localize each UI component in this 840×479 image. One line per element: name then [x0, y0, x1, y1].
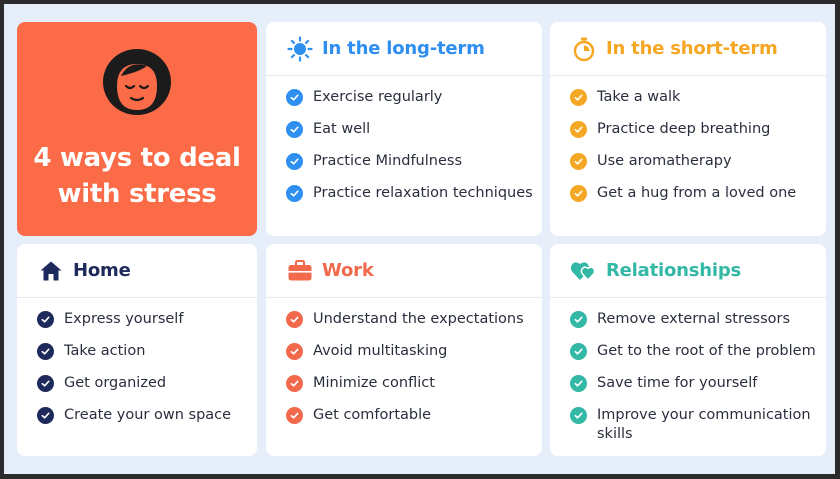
calm-face-icon — [103, 49, 171, 115]
check-icon — [570, 343, 587, 360]
list-item: Practice relaxation techniques — [286, 184, 542, 203]
item-label: Create your own space — [64, 407, 232, 423]
list-item: Use aromatherapy — [570, 152, 826, 171]
item-label: Minimize conflict — [313, 375, 435, 391]
item-label: Get organized — [64, 375, 167, 391]
item-label: Express yourself — [64, 311, 184, 327]
check-icon — [570, 89, 587, 106]
list-item: Practice Mindfulness — [286, 152, 542, 171]
card-title: Work — [322, 260, 374, 281]
list-item: Exercise regularly — [286, 88, 542, 107]
item-label: Get comfortable — [313, 407, 432, 423]
item-label: Practice relaxation techniques — [313, 185, 533, 201]
item-label: Practice deep breathing — [597, 121, 771, 137]
item-label: Understand the expectations — [313, 311, 524, 327]
list-item: Remove external stressors — [570, 310, 826, 329]
check-icon — [286, 121, 303, 138]
item-label: Improve your communication skills — [597, 407, 811, 442]
list-item: Get organized — [37, 374, 257, 393]
hero-card: 4 ways to deal with stress — [17, 22, 257, 236]
list-item: Get to the root of the problem — [570, 342, 826, 361]
list-item: Save time for yourself — [570, 374, 826, 393]
item-label: Eat well — [313, 121, 371, 137]
item-label: Avoid multitasking — [313, 343, 448, 359]
check-icon — [37, 407, 54, 424]
list-item: Take a walk — [570, 88, 826, 107]
item-list: Take a walk Practice deep breathing Use … — [550, 76, 826, 203]
home-card: Home Express yourself Take action Get or… — [17, 244, 257, 456]
long-term-card: In the long-term Exercise regularly Eat … — [266, 22, 542, 236]
card-header: Work — [266, 244, 542, 298]
item-label: Remove external stressors — [597, 311, 791, 327]
check-icon — [286, 185, 303, 202]
list-item: Get a hug from a loved one — [570, 184, 826, 203]
item-label: Take a walk — [597, 89, 681, 105]
sun-icon — [286, 35, 314, 63]
list-item: Minimize conflict — [286, 374, 542, 393]
check-icon — [570, 121, 587, 138]
item-list: Remove external stressors Get to the roo… — [550, 298, 826, 444]
check-icon — [286, 311, 303, 328]
check-icon — [570, 407, 587, 424]
item-label: Save time for yourself — [597, 375, 758, 391]
item-list: Express yourself Take action Get organiz… — [17, 298, 257, 425]
list-item: Improve your communication skills — [570, 406, 826, 444]
list-item: Express yourself — [37, 310, 257, 329]
hero-title-line1: 4 ways to deal — [33, 143, 241, 173]
hearts-icon — [570, 257, 598, 285]
check-icon — [286, 153, 303, 170]
card-title: In the short-term — [606, 38, 778, 59]
item-label: Take action — [64, 343, 146, 359]
list-item: Get comfortable — [286, 406, 542, 425]
list-item: Take action — [37, 342, 257, 361]
stopwatch-icon — [570, 35, 598, 63]
check-icon — [570, 375, 587, 392]
hero-title-line2: with stress — [57, 179, 217, 209]
item-list: Exercise regularly Eat well Practice Min… — [266, 76, 542, 203]
card-header: Relationships — [550, 244, 826, 298]
card-header: In the long-term — [266, 22, 542, 76]
item-label: Practice Mindfulness — [313, 153, 463, 169]
item-label: Get to the root of the problem — [597, 343, 816, 359]
card-title: Relationships — [606, 260, 742, 281]
briefcase-icon — [286, 257, 314, 285]
item-label: Get a hug from a loved one — [597, 185, 797, 201]
item-label: Exercise regularly — [313, 89, 443, 105]
card-title: Home — [73, 260, 131, 281]
check-icon — [286, 375, 303, 392]
list-item: Eat well — [286, 120, 542, 139]
house-icon — [37, 257, 65, 285]
check-icon — [570, 185, 587, 202]
check-icon — [286, 89, 303, 106]
item-list: Understand the expectations Avoid multit… — [266, 298, 542, 425]
check-icon — [286, 407, 303, 424]
check-icon — [570, 311, 587, 328]
check-icon — [570, 153, 587, 170]
item-label: Use aromatherapy — [597, 153, 732, 169]
check-icon — [37, 311, 54, 328]
hero-title: 4 ways to deal with stress — [33, 140, 241, 212]
check-icon — [37, 343, 54, 360]
list-item: Practice deep breathing — [570, 120, 826, 139]
short-term-card: In the short-term Take a walk Practice d… — [550, 22, 826, 236]
list-item: Avoid multitasking — [286, 342, 542, 361]
work-card: Work Understand the expectations Avoid m… — [266, 244, 542, 456]
card-header: In the short-term — [550, 22, 826, 76]
list-item: Understand the expectations — [286, 310, 542, 329]
list-item: Create your own space — [37, 406, 257, 425]
check-icon — [37, 375, 54, 392]
card-header: Home — [17, 244, 257, 298]
check-icon — [286, 343, 303, 360]
slide: 4 ways to deal with stress In the long-t… — [4, 4, 835, 474]
card-title: In the long-term — [322, 38, 485, 59]
relationships-card: Relationships Remove external stressors … — [550, 244, 826, 456]
